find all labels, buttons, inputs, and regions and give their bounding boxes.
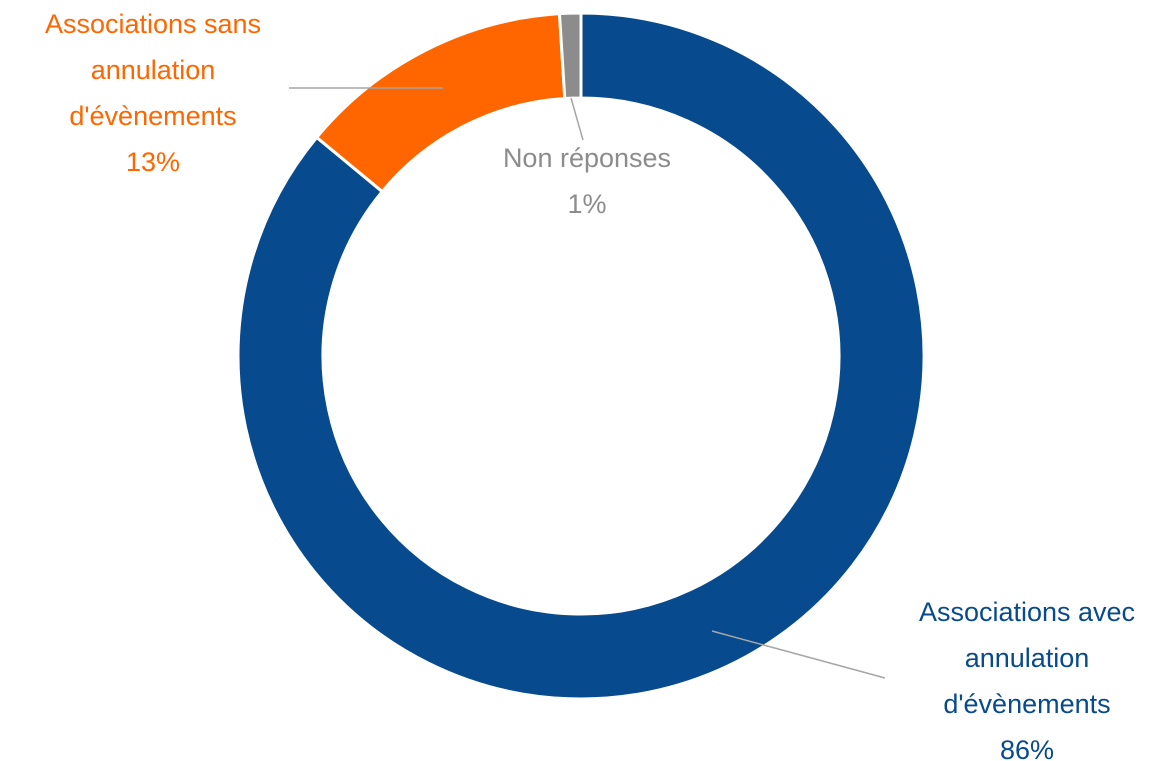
- data-label: Non réponses 1%: [467, 135, 707, 227]
- data-label: Associations avec annulation d'évènement…: [887, 589, 1164, 761]
- donut-slice: [557, 11, 583, 101]
- label-value: 86%: [999, 735, 1055, 761]
- label-name: Non réponses: [502, 143, 672, 173]
- label-value: 13%: [125, 147, 181, 177]
- label-value: 1%: [567, 189, 607, 219]
- data-label: Associations sans annulation d'évènement…: [8, 1, 298, 185]
- label-name: Associations sans annulation d'évènement…: [44, 9, 262, 131]
- donut-slice: [236, 11, 926, 701]
- leader-line: [570, 97, 584, 141]
- slices: [236, 11, 926, 701]
- label-name: Associations avec annulation d'évènement…: [918, 597, 1136, 719]
- leader-line: [711, 630, 886, 679]
